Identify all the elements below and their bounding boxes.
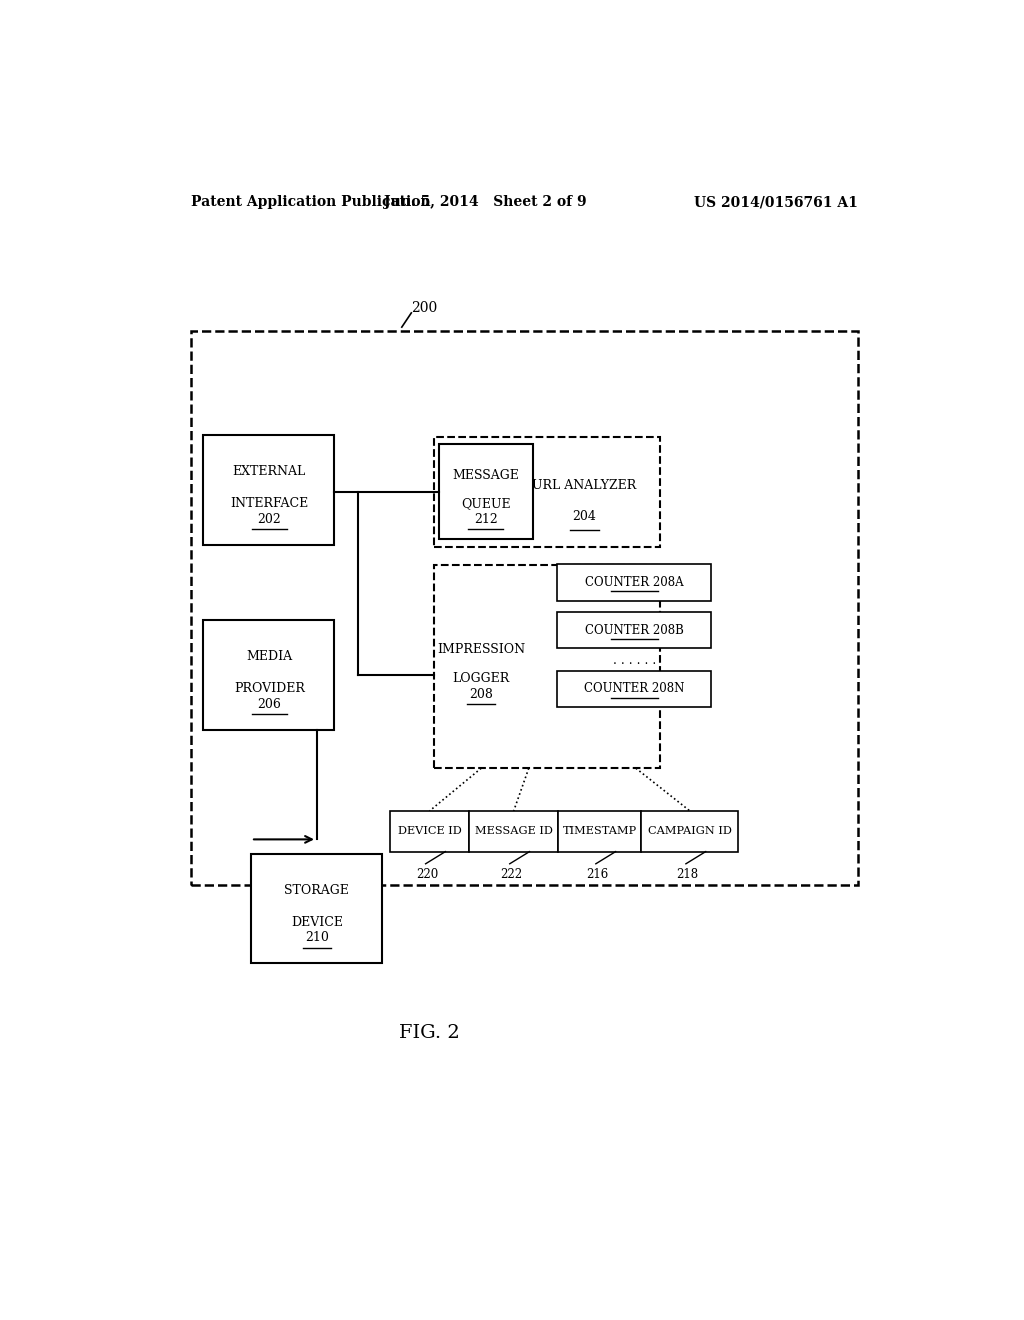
FancyBboxPatch shape [558, 810, 641, 851]
FancyBboxPatch shape [439, 444, 532, 539]
Text: 204: 204 [572, 510, 596, 523]
Text: · · · · · ·: · · · · · · [612, 659, 656, 671]
Text: 212: 212 [474, 512, 498, 525]
FancyBboxPatch shape [390, 810, 469, 851]
FancyBboxPatch shape [191, 331, 858, 886]
Text: 208: 208 [469, 688, 494, 701]
Text: 210: 210 [305, 932, 329, 945]
FancyBboxPatch shape [557, 671, 712, 708]
Text: MESSAGE: MESSAGE [453, 469, 519, 482]
FancyBboxPatch shape [641, 810, 738, 851]
Text: CAMPAIGN ID: CAMPAIGN ID [648, 826, 732, 837]
Text: FIG. 2: FIG. 2 [399, 1023, 460, 1041]
Text: IMPRESSION: IMPRESSION [437, 643, 525, 656]
Text: URL ANALYZER: URL ANALYZER [532, 479, 637, 492]
Text: US 2014/0156761 A1: US 2014/0156761 A1 [694, 195, 858, 209]
FancyBboxPatch shape [557, 564, 712, 601]
Text: DEVICE: DEVICE [291, 916, 343, 929]
FancyBboxPatch shape [433, 437, 659, 546]
Text: 216: 216 [587, 867, 608, 880]
Text: DEVICE ID: DEVICE ID [397, 826, 462, 837]
FancyBboxPatch shape [433, 565, 659, 768]
Text: 202: 202 [257, 512, 282, 525]
FancyBboxPatch shape [204, 620, 334, 730]
FancyBboxPatch shape [204, 434, 334, 545]
Text: 218: 218 [677, 867, 698, 880]
Text: STORAGE: STORAGE [285, 883, 349, 896]
Text: EXTERNAL: EXTERNAL [232, 465, 306, 478]
Text: TIMESTAMP: TIMESTAMP [563, 826, 637, 837]
Text: LOGGER: LOGGER [453, 672, 510, 685]
Text: COUNTER 208N: COUNTER 208N [584, 682, 684, 696]
Text: 222: 222 [500, 867, 522, 880]
Text: COUNTER 208B: COUNTER 208B [585, 623, 684, 636]
Text: MEDIA: MEDIA [246, 649, 292, 663]
FancyBboxPatch shape [469, 810, 558, 851]
Text: 206: 206 [257, 698, 282, 710]
Text: 200: 200 [412, 301, 437, 315]
Text: Patent Application Publication: Patent Application Publication [191, 195, 431, 209]
FancyBboxPatch shape [251, 854, 382, 964]
Text: MESSAGE ID: MESSAGE ID [475, 826, 553, 837]
Text: Jun. 5, 2014   Sheet 2 of 9: Jun. 5, 2014 Sheet 2 of 9 [384, 195, 587, 209]
Text: QUEUE: QUEUE [461, 498, 511, 511]
Text: INTERFACE: INTERFACE [230, 498, 308, 511]
FancyBboxPatch shape [557, 611, 712, 648]
Text: PROVIDER: PROVIDER [233, 682, 305, 696]
Text: COUNTER 208A: COUNTER 208A [585, 576, 684, 589]
Text: 220: 220 [416, 867, 438, 880]
